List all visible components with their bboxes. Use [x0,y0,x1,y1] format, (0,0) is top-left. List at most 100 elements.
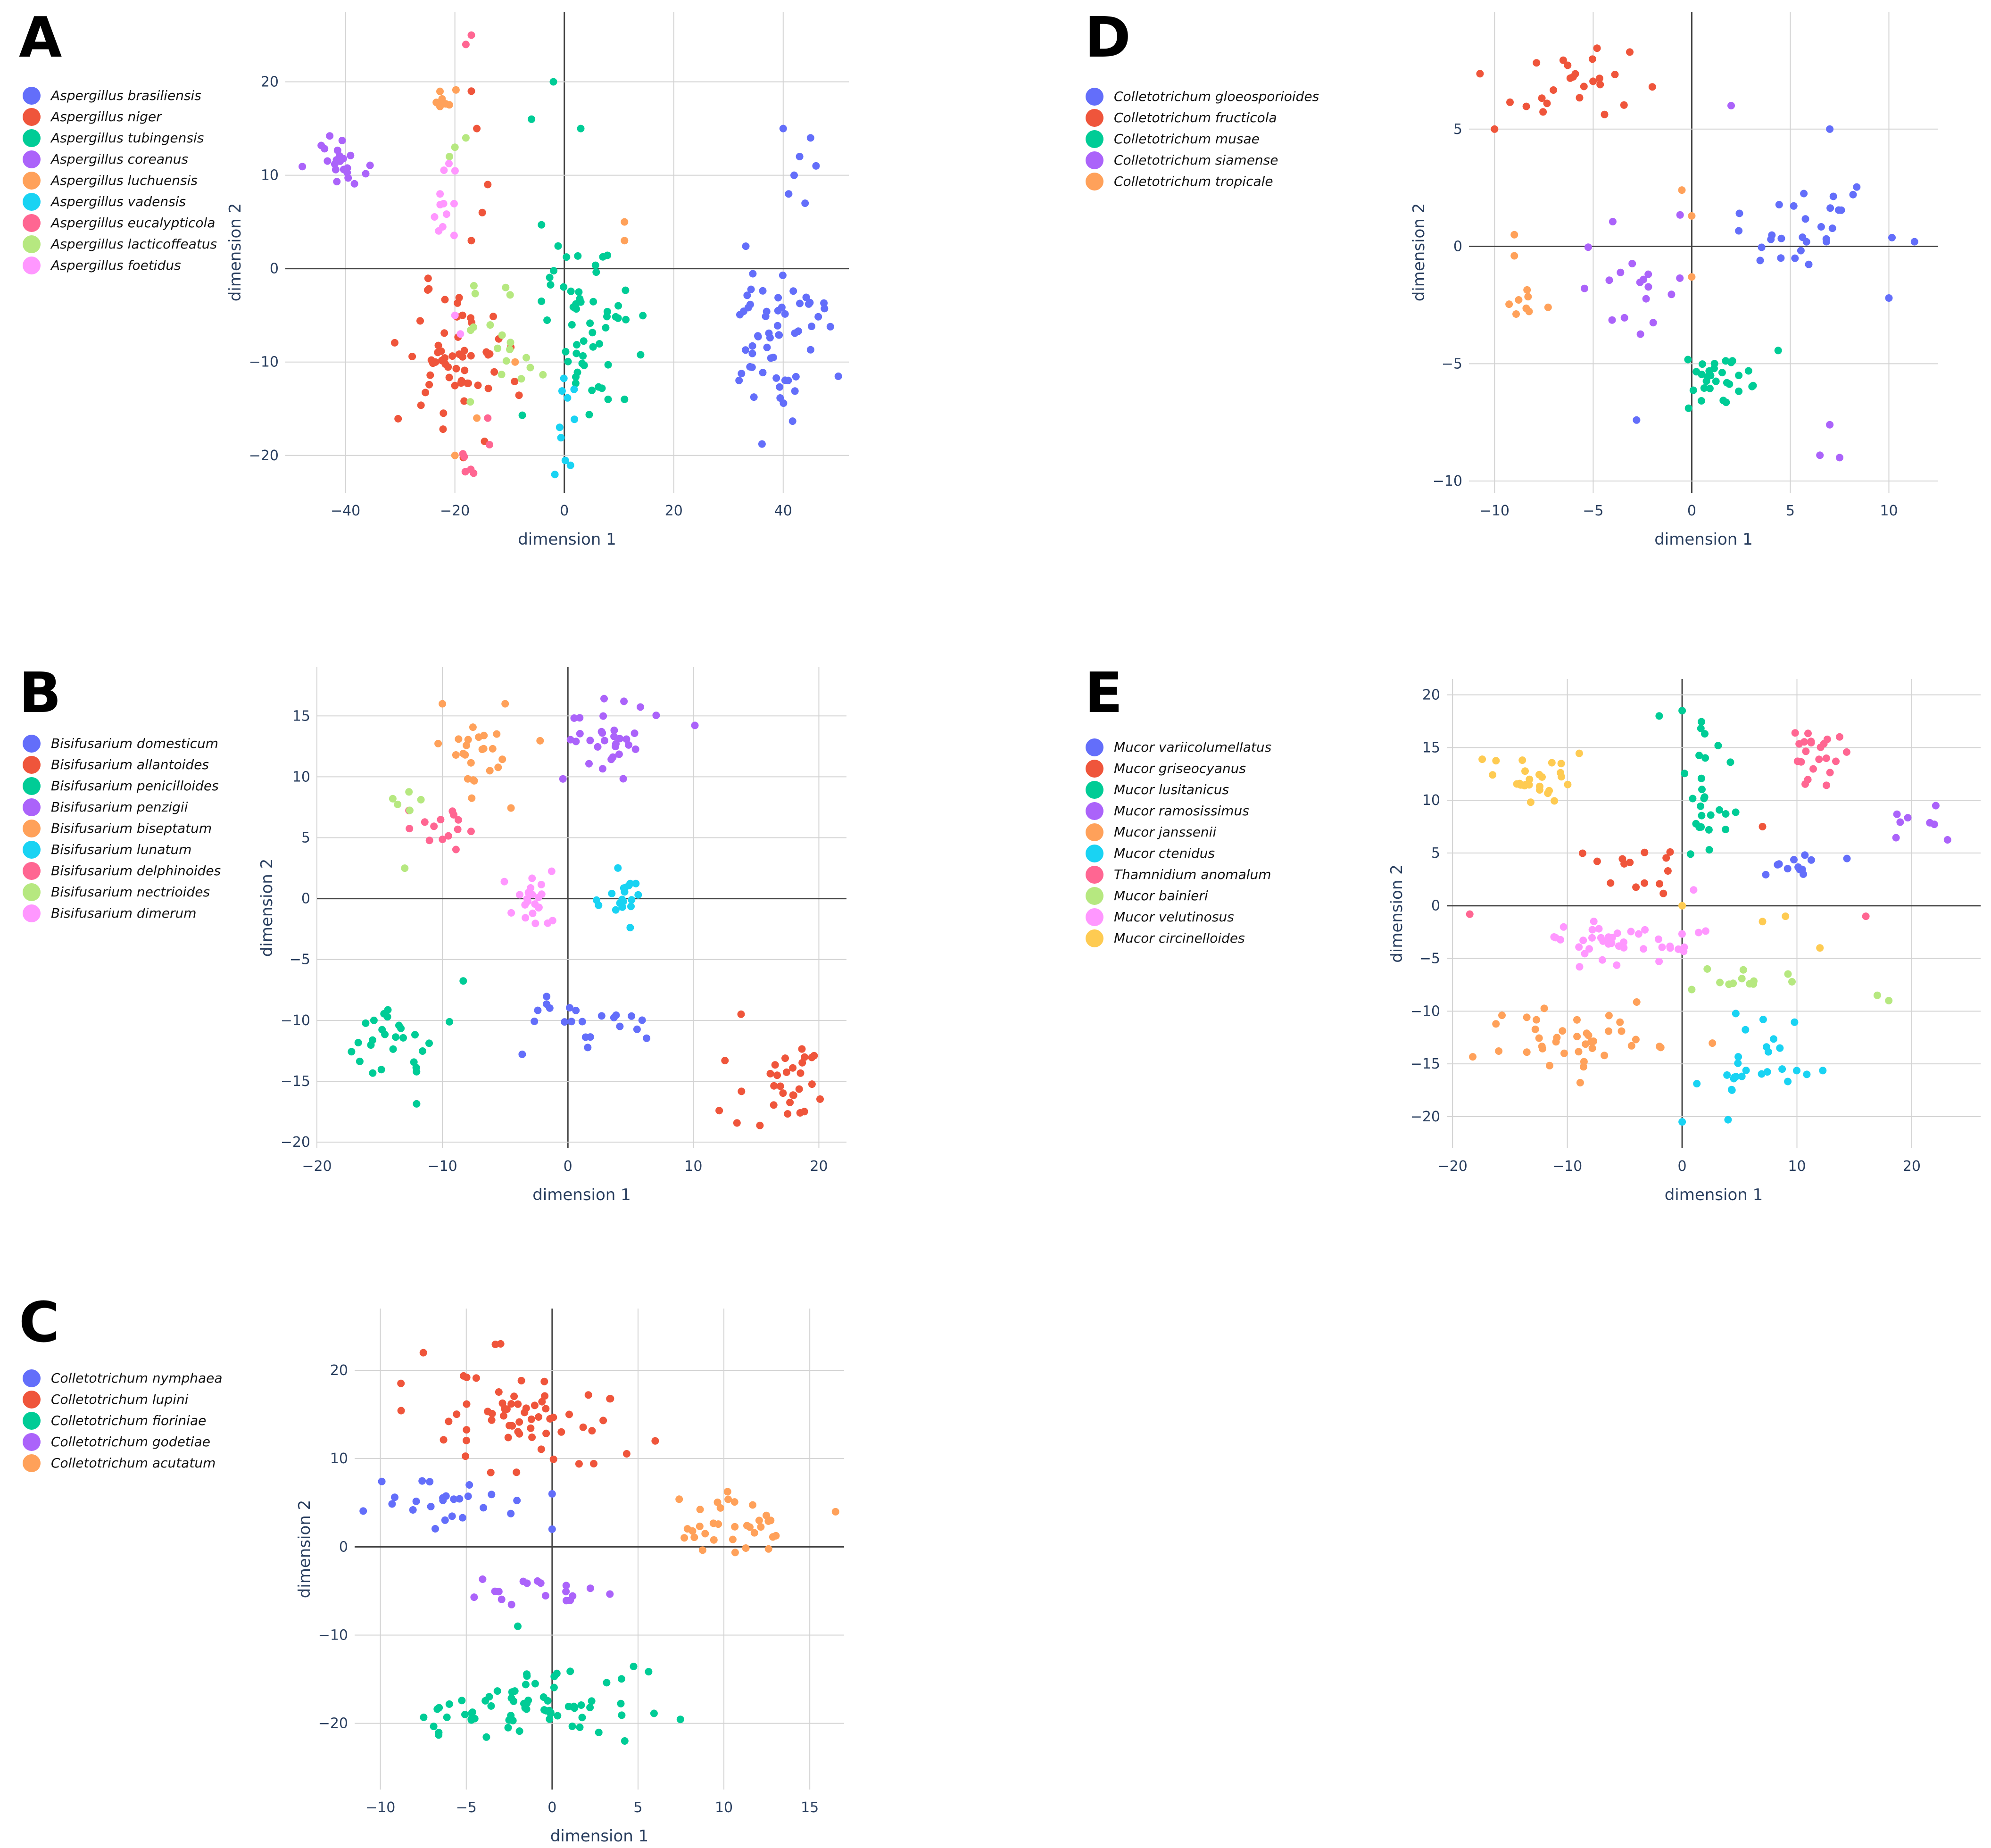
legend-item[interactable]: Colletotrichum fructicola [1086,107,1319,128]
data-point[interactable] [744,304,752,312]
data-point[interactable] [463,1426,471,1434]
data-point[interactable] [578,1018,586,1026]
data-point[interactable] [618,1711,626,1719]
data-point[interactable] [596,340,603,348]
data-point[interactable] [497,1340,505,1348]
data-point[interactable] [370,1016,378,1024]
data-point[interactable] [1742,1067,1750,1074]
data-point[interactable] [806,346,814,354]
data-point[interactable] [408,353,416,360]
data-point[interactable] [601,737,608,745]
data-point[interactable] [1627,928,1635,936]
data-point[interactable] [603,307,611,315]
data-point[interactable] [1588,1044,1596,1052]
data-point[interactable] [1709,1039,1717,1047]
data-point[interactable] [491,1587,499,1595]
data-point[interactable] [493,1687,501,1695]
data-point[interactable] [622,315,630,323]
data-point[interactable] [399,1034,407,1042]
data-point[interactable] [806,298,814,307]
data-point[interactable] [1770,1035,1777,1043]
data-point[interactable] [424,274,432,282]
data-point[interactable] [1560,1049,1568,1057]
data-point[interactable] [785,190,793,198]
data-point[interactable] [1823,238,1830,246]
data-point[interactable] [441,1516,449,1524]
data-point[interactable] [1697,774,1705,782]
data-point[interactable] [607,755,615,763]
legend-item[interactable]: Aspergillus eucalypticola [23,212,217,233]
data-point[interactable] [779,1089,787,1097]
data-point[interactable] [439,700,447,708]
data-point[interactable] [690,1533,698,1541]
data-point[interactable] [1690,886,1698,894]
data-point[interactable] [1742,1026,1750,1034]
data-point[interactable] [1551,934,1560,942]
data-point[interactable] [421,818,429,826]
data-point[interactable] [1816,944,1824,952]
data-point[interactable] [1655,712,1663,720]
data-point[interactable] [427,1502,435,1510]
legend-item[interactable]: Mucor griseocyanus [1086,758,1271,779]
data-point[interactable] [1595,75,1603,83]
data-point[interactable] [481,1697,489,1705]
data-point[interactable] [1700,384,1708,392]
data-point[interactable] [1735,209,1743,217]
data-point[interactable] [1835,733,1843,741]
data-point[interactable] [1681,770,1689,778]
data-point[interactable] [1723,379,1731,387]
data-point[interactable] [1802,238,1810,246]
data-point[interactable] [480,731,488,739]
data-point[interactable] [462,41,470,49]
data-point[interactable] [1756,257,1764,265]
data-point[interactable] [464,775,472,783]
data-point[interactable] [395,1021,403,1029]
data-point[interactable] [779,124,787,133]
data-point[interactable] [729,1535,737,1543]
data-point[interactable] [597,728,606,736]
data-point[interactable] [508,1422,516,1430]
data-point[interactable] [326,132,334,140]
data-point[interactable] [546,1715,554,1723]
data-point[interactable] [443,1713,451,1721]
data-point[interactable] [564,394,572,402]
data-point[interactable] [637,351,645,359]
data-point[interactable] [565,1410,573,1418]
data-point[interactable] [1573,1033,1581,1041]
data-point[interactable] [1697,802,1705,810]
data-point[interactable] [1656,880,1664,888]
data-point[interactable] [537,1579,545,1587]
data-point[interactable] [1573,1016,1581,1024]
data-point[interactable] [384,1006,392,1014]
data-point[interactable] [594,743,602,751]
data-point[interactable] [1800,190,1808,198]
data-point[interactable] [515,1418,523,1426]
data-point[interactable] [1777,254,1785,262]
data-point[interactable] [795,1085,803,1093]
data-point[interactable] [796,153,804,160]
data-point[interactable] [484,414,492,422]
data-point[interactable] [1589,77,1597,85]
data-point[interactable] [621,884,629,892]
data-point[interactable] [585,760,593,768]
data-point[interactable] [513,1468,521,1476]
data-point[interactable] [464,379,471,387]
data-point[interactable] [409,1506,417,1514]
data-point[interactable] [556,423,564,431]
data-point[interactable] [1598,956,1606,964]
data-point[interactable] [584,1391,592,1399]
data-point[interactable] [612,1011,620,1019]
data-point[interactable] [689,1527,697,1535]
data-point[interactable] [766,1069,774,1077]
data-point[interactable] [1535,786,1543,794]
data-point[interactable] [586,737,594,745]
data-point[interactable] [480,1504,488,1512]
data-point[interactable] [461,1710,469,1718]
data-point[interactable] [566,1667,574,1675]
data-point[interactable] [347,151,355,159]
data-point[interactable] [1794,863,1802,871]
data-point[interactable] [1807,856,1815,864]
data-point[interactable] [537,1445,545,1453]
legend-item[interactable]: Colletotrichum nymphaea [23,1367,223,1389]
data-point[interactable] [1538,1044,1546,1052]
